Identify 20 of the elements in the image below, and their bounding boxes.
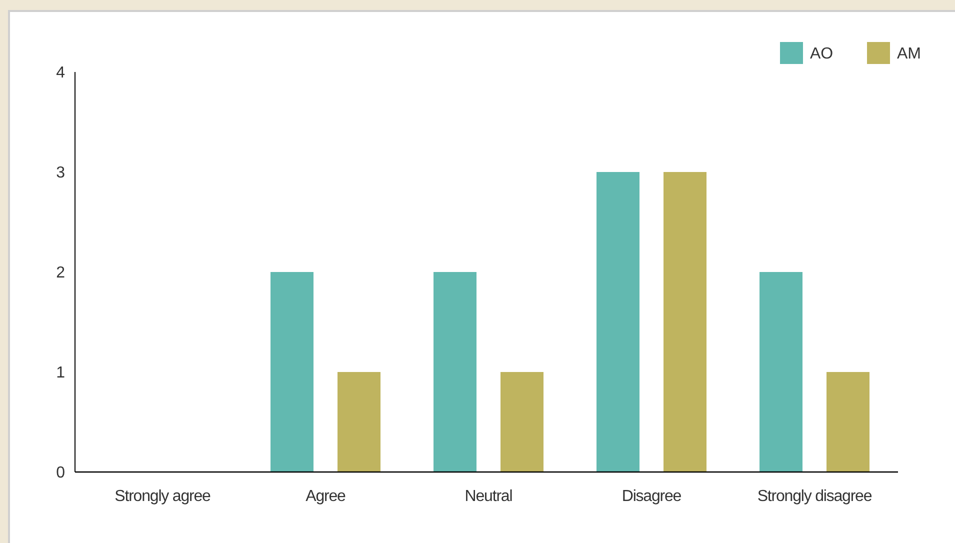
bar xyxy=(826,372,870,472)
y-tick-label: 0 xyxy=(56,464,66,482)
bar xyxy=(596,172,640,472)
bar xyxy=(434,272,476,472)
y-tick-label: 3 xyxy=(56,164,66,182)
x-tick-label: Strongly disagree xyxy=(757,488,872,505)
y-tick-label: 4 xyxy=(56,64,66,82)
bar xyxy=(338,372,380,472)
bar xyxy=(500,372,544,472)
bar xyxy=(270,272,314,472)
legend-label: AO xyxy=(810,46,834,63)
x-tick-label: Neutral xyxy=(464,488,512,505)
x-tick-label: Disagree xyxy=(622,488,682,505)
x-tick-label: Agree xyxy=(306,488,346,505)
y-tick-label: 1 xyxy=(56,364,66,382)
x-tick-label: Strongly agree xyxy=(114,488,212,505)
bar xyxy=(664,172,706,472)
legend-label: AM xyxy=(897,46,921,63)
bar xyxy=(760,272,802,472)
y-tick-label: 2 xyxy=(56,264,66,282)
